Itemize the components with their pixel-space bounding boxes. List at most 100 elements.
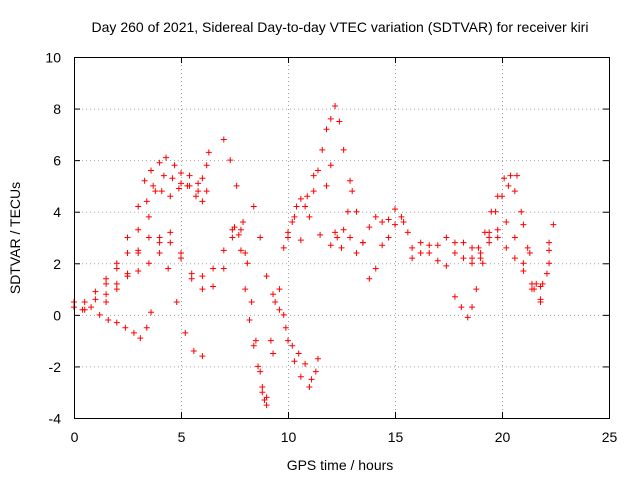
x-tick-label: 25 [602, 429, 618, 445]
data-point [505, 182, 512, 189]
data-point [464, 314, 471, 321]
x-tick-label: 5 [178, 429, 186, 445]
data-point [124, 273, 131, 280]
data-point [327, 162, 334, 169]
data-point [252, 337, 259, 344]
data-point [385, 234, 392, 241]
data-point [537, 298, 544, 305]
data-point [113, 280, 120, 287]
data-point [167, 229, 174, 236]
data-point [246, 317, 253, 324]
data-point [135, 249, 142, 256]
data-point [297, 195, 304, 202]
y-tick-label: 2 [53, 256, 61, 272]
data-point [220, 136, 227, 143]
data-point [526, 249, 533, 256]
data-point [494, 234, 501, 241]
data-point [533, 280, 540, 287]
data-point [366, 224, 373, 231]
data-point [443, 262, 450, 269]
data-point [503, 219, 510, 226]
data-point [460, 239, 467, 246]
data-point [372, 265, 379, 272]
data-point [113, 265, 120, 272]
data-point [379, 219, 386, 226]
data-point [199, 273, 206, 280]
data-point [124, 249, 131, 256]
data-point [280, 311, 287, 318]
data-point [135, 203, 142, 210]
data-point [103, 291, 110, 298]
data-point [178, 170, 184, 177]
data-point [152, 188, 159, 195]
data-point [199, 198, 206, 205]
data-point [323, 182, 330, 189]
data-point [520, 268, 527, 275]
data-point [291, 213, 298, 220]
data-point [417, 249, 424, 256]
data-point [227, 157, 234, 164]
y-tick-label: 0 [53, 307, 61, 323]
data-point [398, 213, 405, 220]
data-point [178, 180, 184, 187]
data-point [513, 172, 520, 179]
data-point [340, 146, 347, 153]
data-point [145, 234, 152, 241]
data-point [477, 249, 484, 256]
data-point [182, 329, 189, 336]
data-point [244, 260, 251, 267]
data-point [186, 172, 193, 179]
data-point [314, 167, 321, 174]
data-point [103, 275, 110, 282]
data-point [173, 298, 180, 305]
y-axis-label: SDTVAR / TECUs [7, 182, 23, 294]
data-point [486, 234, 493, 241]
data-point [143, 324, 150, 331]
data-point [156, 249, 163, 256]
data-point [392, 221, 398, 228]
data-point [270, 350, 277, 357]
data-point [460, 255, 467, 262]
data-point [235, 231, 242, 238]
data-point [203, 162, 210, 169]
data-point [165, 265, 172, 272]
y-tick-label: -2 [49, 359, 62, 375]
data-point [520, 260, 527, 267]
data-point [96, 311, 103, 318]
series-track-17 [451, 182, 557, 321]
data-point [178, 255, 184, 262]
data-point [205, 149, 212, 156]
x-axis-label: GPS time / hours [287, 457, 394, 473]
data-point [451, 249, 458, 256]
data-point [276, 306, 283, 313]
data-point [306, 384, 313, 391]
series-track-18 [469, 172, 553, 287]
data-point [192, 193, 199, 200]
data-point [306, 213, 313, 220]
series-track-11 [280, 102, 343, 251]
data-point [379, 242, 386, 249]
data-point [295, 350, 302, 357]
data-point [242, 249, 249, 256]
data-point [353, 208, 360, 215]
data-point [366, 275, 373, 282]
data-point [334, 234, 341, 241]
data-point [488, 208, 495, 215]
data-point [92, 296, 99, 303]
data-point [130, 329, 137, 336]
data-point [479, 260, 486, 267]
series-track-5 [103, 234, 206, 360]
data-point [546, 260, 553, 267]
data-point [285, 337, 291, 344]
data-point [231, 224, 238, 231]
data-point [210, 265, 217, 272]
axis-ticks [74, 57, 610, 419]
data-point [385, 216, 392, 223]
data-point [289, 342, 296, 349]
data-point [233, 182, 240, 189]
data-point [520, 221, 527, 228]
data-point [347, 177, 354, 184]
data-point [92, 288, 99, 295]
data-point [220, 247, 227, 254]
